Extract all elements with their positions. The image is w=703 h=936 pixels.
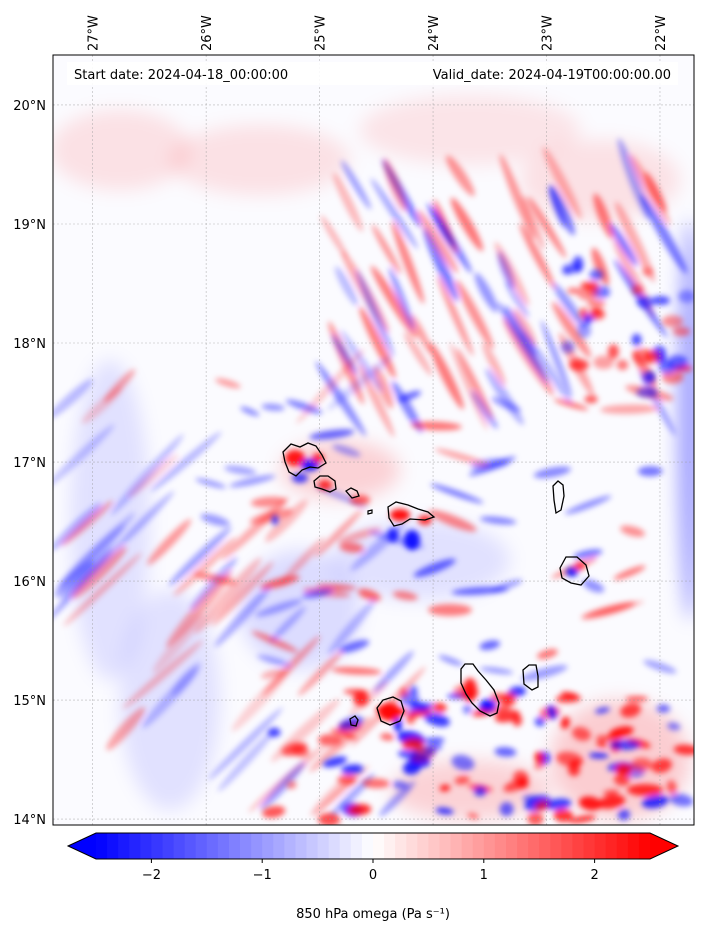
colorbar-label: 850 hPa omega (Pa s⁻¹) [296, 907, 450, 922]
colorbar-extend-min [68, 833, 96, 859]
island-ilheu [367, 509, 373, 515]
island-sal [552, 480, 565, 515]
island-boa-vista [559, 556, 590, 586]
island-santa-luzia [345, 487, 360, 499]
colorbar-tick-label: 1 [480, 868, 488, 883]
island-maio [522, 664, 539, 691]
colorbar-tick-label: −2 [142, 868, 161, 883]
latitude-tick-label: 14°N [13, 813, 46, 828]
island-brava [349, 715, 359, 727]
longitude-tick-label: 24°W [427, 15, 442, 51]
latitude-tick-label: 18°N [13, 337, 46, 352]
latitude-tick-label: 17°N [13, 456, 46, 471]
island-santiago [460, 663, 500, 717]
latitude-tick-label: 15°N [13, 694, 46, 709]
longitude-tick-label: 27°W [87, 15, 102, 51]
coastlines [282, 442, 590, 727]
island-fogo [376, 696, 405, 726]
colorbar-extend-max [650, 833, 678, 859]
colorbar: −2 −1 0 1 2 850 hPa omega (Pa s⁻¹) [66, 832, 680, 922]
island-sao-vicente [313, 475, 337, 493]
start-date-text: Start date: 2024-04-18_00:00:00 [74, 68, 288, 83]
colorbar-tick-label: 0 [369, 868, 377, 883]
omega-cells [262, 256, 694, 825]
map-plot-area: Start date: 2024-04-18_00:00:00 Valid_da… [53, 55, 694, 825]
omega-broad-field [53, 95, 694, 820]
longitude-tick-label: 23°W [541, 15, 556, 51]
colorbar-frame [66, 832, 680, 860]
colorbar-tick-label: 2 [590, 868, 598, 883]
longitude-tick-label: 22°W [654, 15, 669, 51]
colorbar-ticks: −2 −1 0 1 2 [142, 859, 599, 883]
map-frame [52, 54, 695, 826]
latitude-tick-label: 20°N [13, 99, 46, 114]
info-box [67, 62, 678, 85]
latitude-tick-label: 19°N [13, 218, 46, 233]
island-santo-antao [282, 442, 327, 477]
longitude-tick-label: 26°W [200, 15, 215, 51]
colorbar-segments [68, 833, 678, 859]
gridlines [53, 55, 694, 825]
island-sao-nicolau [387, 501, 436, 527]
longitude-labels: 27°W 26°W 25°W 24°W 23°W 22°W [87, 15, 669, 51]
latitude-tick-label: 16°N [13, 575, 46, 590]
longitude-tick-label: 25°W [314, 15, 329, 51]
valid-date-text: Valid_date: 2024-04-19T00:00:00.00 [433, 68, 671, 83]
colorbar-tick-label: −1 [253, 868, 272, 883]
latitude-labels: 14°N 15°N 16°N 17°N 18°N 19°N 20°N [13, 99, 46, 828]
